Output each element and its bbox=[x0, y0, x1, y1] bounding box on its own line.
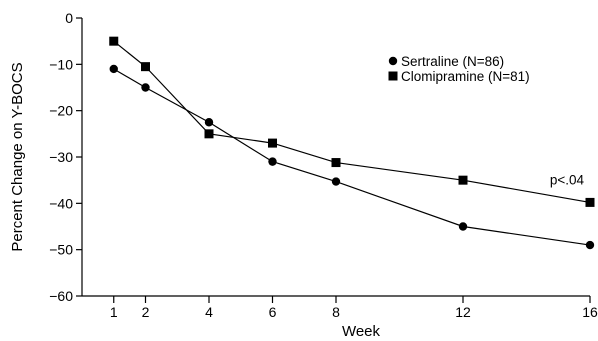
significance-annotation: p<.04 bbox=[550, 172, 585, 187]
x-tick-label: 1 bbox=[110, 304, 118, 320]
y-tick-label: −50 bbox=[49, 242, 73, 258]
legend-label: Sertraline (N=86) bbox=[401, 54, 504, 69]
data-point bbox=[141, 83, 150, 92]
series-clomipramine bbox=[109, 36, 595, 207]
data-point bbox=[458, 222, 468, 231]
data-point bbox=[141, 62, 150, 72]
data-point bbox=[331, 177, 341, 186]
data-point bbox=[109, 64, 118, 74]
x-tick-label: 6 bbox=[269, 304, 277, 320]
legend-marker bbox=[388, 71, 398, 81]
y-axis: 0 −10 −20 −30 −40 −50 −60 bbox=[49, 10, 83, 304]
data-point bbox=[109, 36, 119, 46]
data-point bbox=[204, 118, 214, 127]
y-tick-label: −20 bbox=[49, 103, 73, 119]
legend-marker bbox=[388, 56, 398, 66]
y-tick-label: −40 bbox=[49, 195, 73, 211]
x-tick-label: 16 bbox=[582, 304, 598, 320]
data-point bbox=[204, 129, 214, 139]
y-tick-label: 0 bbox=[65, 10, 73, 26]
x-axis: 1 2 4 6 8 12 16 bbox=[82, 295, 598, 320]
series-sertraline bbox=[109, 64, 595, 250]
data-point bbox=[268, 157, 277, 166]
x-tick-label: 8 bbox=[332, 304, 340, 320]
series-line bbox=[113, 68, 591, 246]
x-tick-label: 2 bbox=[142, 304, 150, 320]
y-axis-title: Percent Change on Y-BOCS bbox=[9, 62, 26, 251]
data-point bbox=[585, 240, 595, 250]
data-point bbox=[331, 158, 341, 168]
data-point bbox=[268, 138, 277, 148]
y-tick-label: −10 bbox=[49, 56, 73, 72]
y-tick-label: −30 bbox=[49, 149, 73, 165]
annotations: p<.04 bbox=[550, 172, 585, 187]
x-tick-label: 12 bbox=[455, 304, 471, 320]
legend: Sertraline (N=86)Clomipramine (N=81) bbox=[388, 54, 530, 84]
series-group bbox=[109, 36, 595, 250]
x-axis-title: Week bbox=[342, 323, 381, 340]
legend-label: Clomipramine (N=81) bbox=[401, 69, 530, 84]
x-tick-label: 4 bbox=[205, 304, 213, 320]
data-point bbox=[458, 175, 468, 185]
data-point bbox=[585, 197, 595, 207]
y-tick-label: −60 bbox=[49, 288, 73, 304]
series-line bbox=[113, 40, 591, 203]
